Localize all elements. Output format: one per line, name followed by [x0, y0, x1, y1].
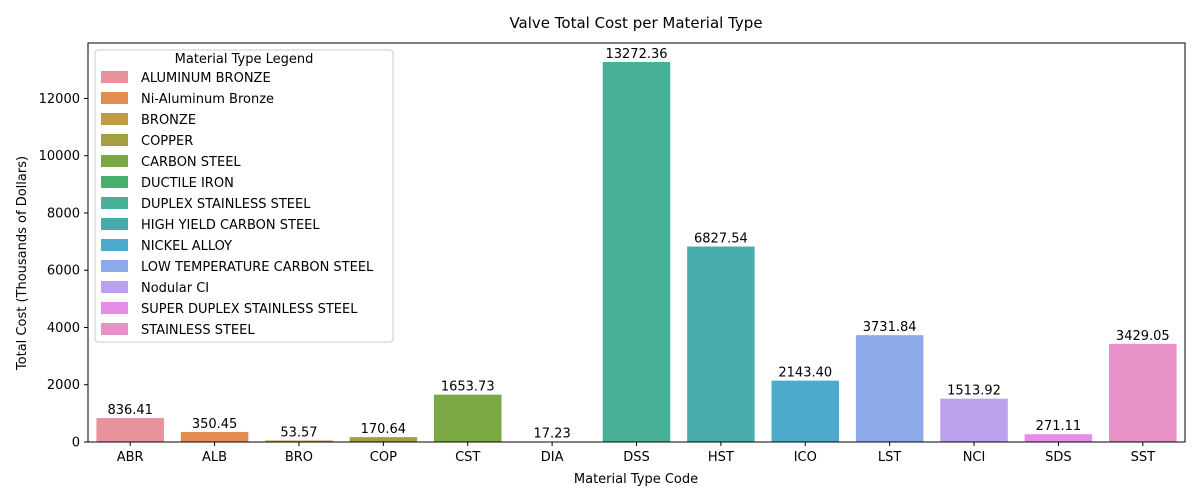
legend-swatch: [101, 197, 128, 209]
bar-value-label-lst: 3731.84: [863, 320, 917, 335]
x-tick-label-nci: NCI: [963, 450, 986, 465]
x-tick-label-cst: CST: [455, 450, 480, 465]
legend-swatch: [101, 281, 128, 293]
bar-ico: [771, 380, 840, 442]
x-tick-label-cop: COP: [370, 450, 397, 465]
bar-value-label-dss: 13272.36: [605, 47, 667, 62]
legend-swatch: [101, 302, 128, 314]
legend-entry-label: HIGH YIELD CARBON STEEL: [141, 218, 320, 233]
bar-value-label-bro: 53.57: [280, 425, 317, 440]
bars-group: [96, 62, 1177, 443]
bar-value-label-ico: 2143.40: [778, 366, 832, 381]
legend-swatch: [101, 134, 128, 146]
x-tick-label-dia: DIA: [541, 450, 564, 465]
bar-value-label-alb: 350.45: [192, 417, 238, 432]
legend-entry-label: COPPER: [141, 134, 193, 149]
bar-abr: [96, 418, 164, 442]
bar-alb: [180, 431, 249, 442]
bar-sds: [1024, 434, 1093, 442]
y-tick-label: 10000: [39, 149, 80, 164]
bar-value-label-abr: 836.41: [107, 403, 153, 418]
legend-title: Material Type Legend: [175, 52, 314, 67]
y-tick-label: 2000: [47, 378, 80, 393]
legend-swatch: [101, 176, 128, 188]
legend-entry-label: SUPER DUPLEX STAINLESS STEEL: [141, 302, 358, 317]
bar-value-label-dia: 17.23: [534, 427, 571, 442]
bar-value-label-sst: 3429.05: [1116, 329, 1170, 344]
bar-sst: [1109, 343, 1177, 442]
x-tick-label-alb: ALB: [202, 450, 227, 465]
legend-entry-label: STAINLESS STEEL: [141, 323, 255, 338]
bar-dss: [602, 62, 671, 443]
legend-swatch: [101, 260, 128, 272]
bar-value-label-hst: 6827.54: [694, 232, 748, 247]
plot-frame: [87, 42, 1186, 443]
legend-swatch: [101, 239, 128, 251]
bar-cst: [433, 394, 502, 442]
bar-value-label-cst: 1653.73: [441, 380, 495, 395]
legend-entry-label: NICKEL ALLOY: [141, 239, 232, 254]
x-axis-label: Material Type Code: [574, 472, 698, 487]
y-axis-label: Total Cost (Thousands of Dollars): [15, 156, 30, 371]
legend-entry-label: ALUMINUM BRONZE: [141, 71, 271, 86]
bar-lst: [855, 335, 924, 442]
bar-bro: [265, 440, 333, 442]
bar-hst: [687, 246, 755, 442]
x-tick-label-dss: DSS: [623, 450, 650, 465]
bar-value-label-sds: 271.11: [1036, 419, 1082, 434]
x-tick-label-abr: ABR: [117, 450, 144, 465]
y-axis-ticks: 0 2000 4000 6000 8000 10000 12000: [39, 92, 88, 451]
x-tick-label-ico: ICO: [794, 450, 817, 465]
legend-entry-label: CARBON STEEL: [141, 155, 241, 170]
x-tick-label-lst: LST: [878, 450, 901, 465]
legend-entry-label: LOW TEMPERATURE CARBON STEEL: [141, 260, 374, 275]
bar-nci: [940, 398, 1008, 442]
legend-swatch: [101, 71, 128, 83]
y-tick-label: 8000: [47, 206, 80, 221]
bar-value-label-cop: 170.64: [361, 422, 407, 437]
x-tick-label-bro: BRO: [285, 450, 313, 465]
y-tick-label: 12000: [39, 92, 80, 107]
legend-entry-label: DUPLEX STAINLESS STEEL: [141, 197, 311, 212]
x-tick-label-hst: HST: [708, 450, 734, 465]
legend-entry-label: Nodular CI: [141, 281, 209, 296]
legend-swatch: [101, 92, 128, 104]
chart-title: Valve Total Cost per Material Type: [509, 14, 762, 32]
legend-entry-label: DUCTILE IRON: [141, 176, 234, 191]
bar-cop: [349, 437, 418, 442]
legend-entry-label: Ni-Aluminum Bronze: [141, 92, 274, 107]
legend: Material Type Legend ALUMINUM BRONZE Ni-Al…: [94, 49, 394, 343]
legend-swatch: [101, 113, 128, 125]
y-tick-label: 0: [72, 436, 80, 451]
y-tick-label: 4000: [47, 321, 80, 336]
legend-box: [94, 49, 394, 343]
bar-value-label-nci: 1513.92: [947, 384, 1001, 399]
legend-swatch: [101, 323, 128, 335]
x-tick-label-sds: SDS: [1045, 450, 1072, 465]
legend-entry-label: BRONZE: [141, 113, 196, 128]
legend-swatch: [101, 155, 128, 167]
x-tick-label-sst: SST: [1131, 450, 1156, 465]
y-tick-label: 6000: [47, 264, 80, 279]
legend-swatch: [101, 218, 128, 230]
bar-value-labels: 836.41 350.45 53.57 170.64 1653.73 17.23 13272…: [107, 47, 1169, 441]
x-axis-ticks: ABR ALB BRO COP CST DIA DSS HST ICO LST NCI SDS SST: [117, 442, 1155, 465]
